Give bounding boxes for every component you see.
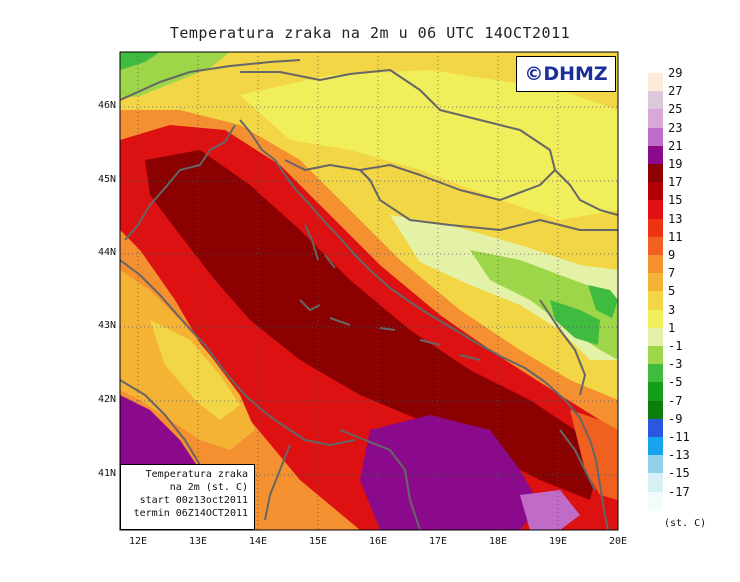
lon-tick-17e: 17E <box>428 536 448 547</box>
legend-swatch <box>648 218 663 238</box>
map-frame <box>119 51 619 531</box>
legend-swatch <box>648 127 663 147</box>
legend-label: 15 <box>668 193 683 208</box>
legend-swatch <box>648 455 663 475</box>
legend-label: -9 <box>668 411 683 426</box>
legend-label: 9 <box>668 248 676 262</box>
legend-label: -3 <box>668 357 683 372</box>
forecast-info-box: Temperatura zraka na 2m (st. C) start 00… <box>120 464 255 530</box>
legend-label: -13 <box>668 448 690 463</box>
legend-swatch <box>648 346 663 365</box>
lat-tick-45n: 45N <box>97 174 116 185</box>
legend-swatch <box>648 327 663 347</box>
lat-tick-42n: 42N <box>97 394 116 405</box>
lat-tick-41n: 41N <box>97 468 116 479</box>
legend-swatch <box>648 255 663 274</box>
legend-swatch <box>648 273 663 293</box>
legend-label: 17 <box>668 175 683 190</box>
legend-label: 21 <box>668 138 683 153</box>
legend-swatch <box>648 164 663 183</box>
inland-field-3c <box>240 70 618 220</box>
legend-swatch <box>648 236 663 256</box>
legend-label: -11 <box>668 430 690 444</box>
legend-swatch <box>648 364 663 384</box>
legend-swatch <box>648 182 663 202</box>
legend-label: 25 <box>668 102 683 117</box>
legend-label: -15 <box>668 466 690 481</box>
legend-label: 5 <box>668 284 676 299</box>
map-gridlines <box>120 52 618 530</box>
legend-swatch <box>648 291 663 311</box>
legend-swatch <box>648 200 663 220</box>
legend-swatch <box>648 309 663 329</box>
lon-tick-13e: 13E <box>188 536 208 547</box>
lat-tick-46n: 46N <box>97 100 116 111</box>
legend-swatch <box>648 73 663 92</box>
legend-swatch <box>648 473 663 493</box>
legend-label: -7 <box>668 393 683 408</box>
lon-tick-12e: 12E <box>128 536 148 547</box>
legend-swatch <box>648 109 663 129</box>
legend-label: -17 <box>668 484 690 499</box>
info-variable: Temperatura zraka <box>145 469 248 480</box>
dhmz-watermark: ©DHMZ <box>516 56 616 92</box>
lon-tick-16e: 16E <box>368 536 388 547</box>
lat-tick-44n: 44N <box>97 247 116 258</box>
alpine-cold-field <box>120 52 230 98</box>
legend-label: -5 <box>668 375 683 390</box>
legend-label: 23 <box>668 120 683 135</box>
legend-swatch <box>648 418 663 438</box>
info-unit: na 2m (st. C) <box>169 482 248 493</box>
info-start: start 00z13oct2011 <box>139 495 248 506</box>
legend-swatch <box>648 400 663 420</box>
lon-tick-15e: 15E <box>308 536 328 547</box>
legend-label: 3 <box>668 302 676 317</box>
lon-tick-20e: 20E <box>608 536 628 547</box>
lon-tick-18e: 18E <box>488 536 508 547</box>
lon-tick-19e: 19E <box>548 536 568 547</box>
legend-label: 1 <box>668 320 676 335</box>
legend-swatch <box>648 382 663 402</box>
legend-swatch <box>648 145 663 165</box>
lat-tick-43n: 43N <box>97 320 116 331</box>
legend-swatch <box>648 91 663 111</box>
legend-label: -1 <box>668 339 683 353</box>
legend-swatch <box>648 437 663 456</box>
legend-unit: (st. C) <box>664 518 707 529</box>
legend-swatch <box>648 491 663 511</box>
ionian-warm-field <box>360 415 540 530</box>
map-title: Temperatura zraka na 2m u 06 UTC 14OCT20… <box>169 24 571 42</box>
legend-label: 19 <box>668 157 683 171</box>
lon-tick-14e: 14E <box>248 536 268 547</box>
legend-label: 29 <box>668 66 683 80</box>
legend-label: 11 <box>668 229 683 244</box>
legend-label: 7 <box>668 266 676 281</box>
legend-label: 27 <box>668 84 683 99</box>
info-valid-time: termin 06Z14OCT2011 <box>133 508 248 519</box>
legend-label: 13 <box>668 211 683 226</box>
adriatic-field-17c <box>145 150 600 500</box>
